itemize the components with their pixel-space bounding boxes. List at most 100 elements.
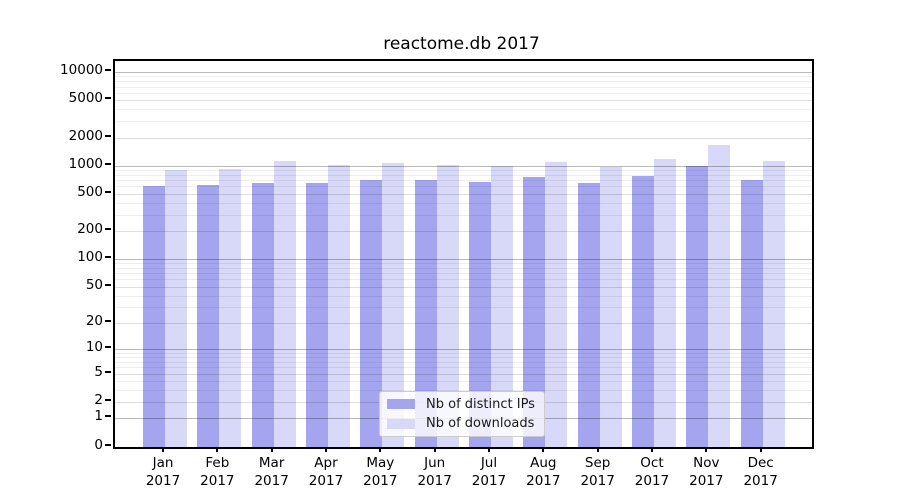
gridline-minor-8: [115, 357, 812, 359]
x-tick-label-jun: Jun 2017: [405, 454, 465, 490]
gridline-major-500: [115, 193, 812, 195]
month-name: Apr: [314, 455, 338, 471]
bar-distinct-ips-jun: [414, 180, 437, 447]
gridline-minor-4: [115, 381, 812, 383]
gridline-major-100: [115, 258, 812, 260]
month-year: 2017: [634, 473, 670, 489]
y-tick-2000: [105, 134, 111, 137]
x-tick-aug: [542, 447, 545, 452]
month-name: May: [366, 455, 395, 471]
gridline-minor-3: [115, 390, 812, 392]
bar-downloads-feb: [219, 168, 242, 447]
gridline-minor-80: [115, 267, 812, 269]
y-tick-100: [105, 255, 111, 258]
x-tick-oct: [650, 447, 653, 452]
y-tick-200: [105, 227, 111, 230]
gridline-minor-9000: [115, 76, 812, 78]
gridline-minor-7000: [115, 86, 812, 88]
y-tick-label-5000: 5000: [68, 90, 103, 107]
chart-title: reactome.db 2017: [383, 34, 540, 54]
legend-swatch-downloads: [387, 418, 415, 429]
y-tick-label-1000: 1000: [68, 155, 103, 172]
legend-label-downloads: Nb of downloads: [426, 416, 535, 432]
bar-downloads-oct: [653, 158, 676, 447]
gridline-minor-900: [115, 169, 812, 171]
x-tick-label-feb: Feb 2017: [187, 454, 247, 490]
x-tick-jun: [433, 447, 436, 452]
bar-downloads-dec: [762, 161, 785, 447]
legend-label-distinct-ips: Nb of distinct IPs: [426, 396, 535, 412]
y-tick-label-200: 200: [77, 220, 103, 237]
bar-downloads-may: [382, 163, 405, 447]
y-tick-label-10000: 10000: [60, 62, 103, 79]
x-tick-label-jul: Jul 2017: [459, 454, 519, 490]
month-name: Nov: [693, 455, 720, 471]
month-name: Mar: [258, 455, 285, 471]
month-name: Aug: [530, 455, 557, 471]
y-tick-500: [105, 190, 111, 193]
bar-distinct-ips-sep: [577, 182, 600, 447]
month-year: 2017: [145, 473, 181, 489]
legend-row-distinct-ips: Nb of distinct IPs: [384, 395, 540, 414]
y-tick-label-1: 1: [94, 408, 103, 425]
y-tick-10000: [105, 69, 111, 72]
x-tick-may: [379, 447, 382, 452]
x-tick-jul: [487, 447, 490, 452]
bar-distinct-ips-jul: [468, 181, 491, 447]
x-tick-jan: [162, 447, 164, 452]
gridline-minor-90: [115, 263, 812, 265]
y-tick-2: [105, 398, 111, 401]
bar-distinct-ips-mar: [251, 182, 274, 447]
bar-downloads-aug: [545, 161, 568, 447]
gridline-minor-700: [115, 180, 812, 182]
x-tick-label-may: May 2017: [350, 454, 410, 490]
month-name: Sep: [584, 455, 611, 471]
y-tick-label-50: 50: [85, 276, 103, 293]
month-name: Oct: [640, 455, 664, 471]
gridline-major-200: [115, 230, 812, 232]
y-tick-1000: [105, 162, 111, 165]
gridline-major-50: [115, 286, 812, 288]
gridline-minor-6: [115, 367, 812, 369]
y-tick-5000: [105, 97, 111, 100]
x-tick-label-apr: Apr 2017: [296, 454, 356, 490]
gridline-minor-60: [115, 279, 812, 281]
y-tick-label-2000: 2000: [68, 127, 103, 144]
x-tick-label-mar: Mar 2017: [242, 454, 302, 490]
gridline-minor-300: [115, 214, 812, 216]
bar-downloads-jul: [490, 166, 513, 447]
gridline-minor-30: [115, 306, 812, 308]
bar-distinct-ips-may: [360, 180, 383, 447]
bar-downloads-jan: [165, 170, 187, 447]
bar-distinct-ips-jan: [143, 186, 165, 447]
gridline-minor-40: [115, 295, 812, 297]
month-year: 2017: [743, 473, 778, 489]
x-tick-mar: [270, 447, 273, 452]
bar-distinct-ips-feb: [197, 185, 220, 447]
legend-row-downloads: Nb of downloads: [384, 414, 540, 433]
month-name: Feb: [205, 455, 230, 471]
month-year: 2017: [200, 473, 235, 489]
gridline-minor-3000: [115, 121, 812, 123]
month-year: 2017: [580, 473, 615, 489]
gridline-minor-6000: [115, 92, 812, 94]
y-tick-1: [105, 415, 111, 418]
gridline-major-5000: [115, 100, 812, 102]
month-year: 2017: [526, 473, 561, 489]
bar-downloads-nov: [708, 145, 731, 447]
gridline-minor-400: [115, 202, 812, 204]
bar-distinct-ips-aug: [523, 177, 546, 447]
x-tick-label-nov: Nov 2017: [676, 454, 736, 490]
month-year: 2017: [254, 473, 289, 489]
bar-distinct-ips-apr: [305, 183, 328, 447]
y-tick-label-0: 0: [94, 436, 103, 453]
month-name: Jan: [152, 455, 174, 471]
y-tick-0: [105, 443, 111, 446]
x-tick-nov: [705, 447, 708, 452]
y-tick-label-20: 20: [85, 312, 103, 329]
x-tick-dec: [759, 447, 762, 452]
gridline-minor-4000: [115, 109, 812, 111]
month-name: Jun: [424, 455, 446, 471]
month-name: Jul: [480, 455, 498, 471]
